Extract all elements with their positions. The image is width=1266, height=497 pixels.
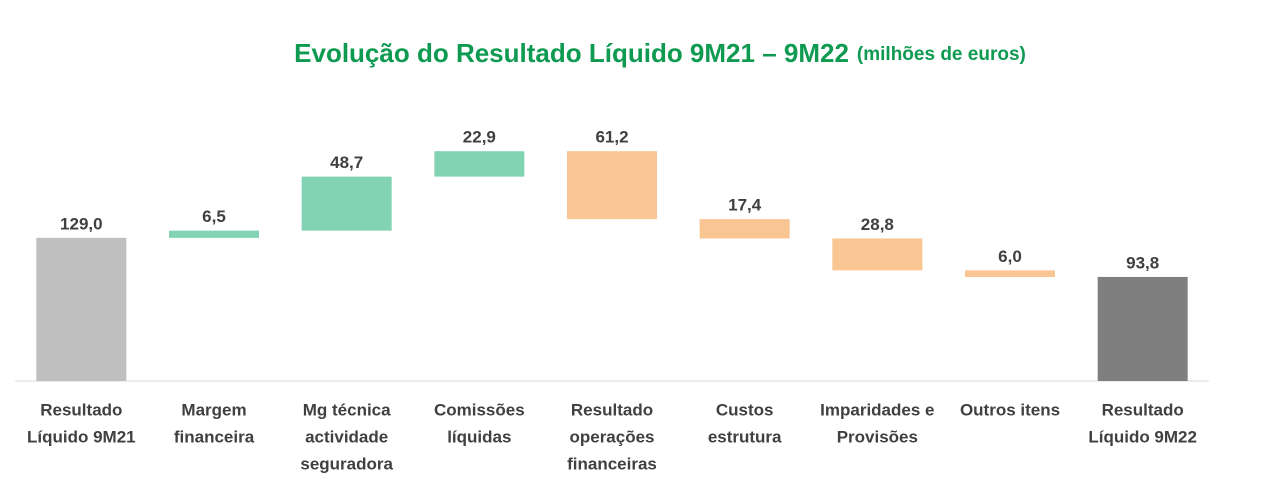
x-tick-label: Resultado bbox=[571, 400, 653, 419]
x-tick-label: Provisões bbox=[837, 427, 918, 446]
value-label: 129,0 bbox=[60, 214, 103, 233]
value-label: 6,5 bbox=[202, 207, 226, 226]
x-tick-label: Líquido 9M21 bbox=[27, 427, 136, 446]
x-tick-label: Comissões bbox=[434, 400, 525, 419]
x-tick-label: operações bbox=[569, 427, 654, 446]
bar bbox=[965, 270, 1055, 278]
value-label: 61,2 bbox=[595, 128, 628, 147]
value-label: 17,4 bbox=[728, 196, 762, 215]
bar bbox=[699, 219, 790, 239]
bar bbox=[567, 151, 657, 220]
x-tick-label: estrutura bbox=[708, 427, 782, 446]
chart-title-group: Evolução do Resultado Líquido 9M21 – 9M2… bbox=[294, 38, 1026, 68]
x-tick-label: Resultado bbox=[40, 400, 122, 419]
x-tick-label: actividade bbox=[305, 427, 388, 446]
x-tick-label: Custos bbox=[716, 400, 774, 419]
bar bbox=[36, 237, 127, 381]
x-tick-label: financeiras bbox=[567, 454, 657, 473]
value-label: 93,8 bbox=[1126, 253, 1159, 272]
value-label: 28,8 bbox=[861, 215, 894, 234]
bar bbox=[832, 238, 923, 271]
x-tick-label: Líquido 9M22 bbox=[1088, 427, 1197, 446]
x-tick-label: Outros itens bbox=[960, 400, 1060, 419]
bar bbox=[169, 230, 259, 238]
x-tick-label: Imparidades e bbox=[820, 400, 934, 419]
bar bbox=[301, 176, 392, 231]
chart-title: Evolução do Resultado Líquido 9M21 – 9M2… bbox=[294, 38, 849, 68]
x-tick-label: Resultado bbox=[1102, 400, 1184, 419]
x-tick-label: financeira bbox=[174, 427, 255, 446]
chart-subtitle: (milhões de euros) bbox=[857, 44, 1026, 65]
value-label: 48,7 bbox=[330, 153, 363, 172]
bar bbox=[1097, 276, 1188, 381]
x-tick-label: Mg técnica bbox=[303, 400, 391, 419]
x-tick-label: seguradora bbox=[300, 454, 393, 473]
value-label: 22,9 bbox=[463, 128, 496, 147]
x-tick-label: Margem bbox=[181, 400, 246, 419]
value-label: 6,0 bbox=[998, 247, 1022, 266]
x-tick-label: líquidas bbox=[447, 427, 511, 446]
bar bbox=[434, 151, 525, 177]
